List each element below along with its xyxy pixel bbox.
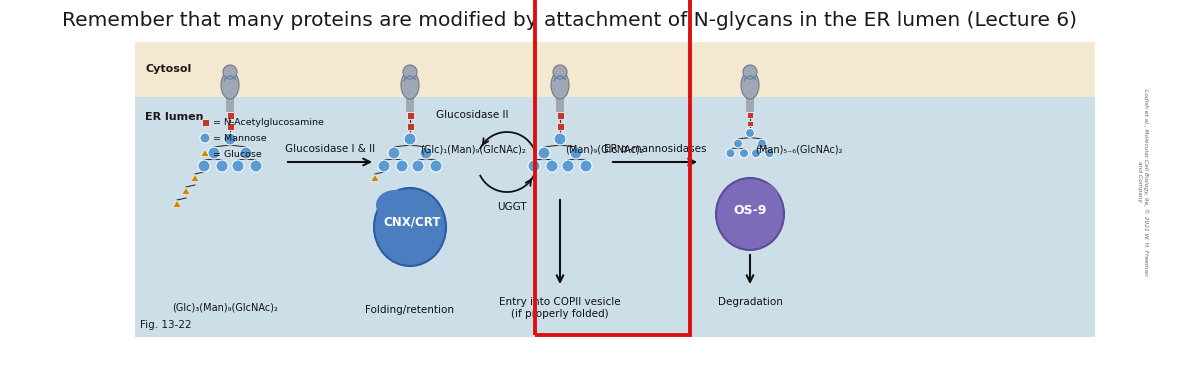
Text: Glucosidase II: Glucosidase II [436, 110, 508, 120]
Text: Glucosidase I & II: Glucosidase I & II [284, 144, 375, 154]
Circle shape [745, 129, 754, 138]
Circle shape [743, 65, 757, 79]
Circle shape [217, 160, 228, 172]
Bar [557, 111, 564, 118]
Circle shape [200, 133, 209, 143]
Text: Entry into COPII vesicle
(if properly folded): Entry into COPII vesicle (if properly fo… [499, 297, 621, 319]
Circle shape [546, 160, 558, 172]
Bar [536, 0, 690, 335]
Circle shape [528, 160, 540, 172]
Bar [226, 123, 233, 129]
Polygon shape [371, 174, 380, 181]
Circle shape [765, 149, 774, 158]
Text: = N-Acetylglucosamine: = N-Acetylglucosamine [213, 118, 324, 127]
Circle shape [223, 65, 237, 79]
Text: (Glc)₃(Man)₉(GlcNAc)₂: (Glc)₃(Man)₉(GlcNAc)₂ [173, 302, 278, 312]
Polygon shape [190, 174, 199, 181]
Circle shape [240, 147, 252, 159]
Text: ER lumen: ER lumen [145, 112, 203, 122]
Bar [226, 92, 234, 112]
Polygon shape [182, 187, 190, 194]
Bar [226, 111, 233, 118]
Circle shape [388, 147, 400, 159]
Circle shape [396, 160, 408, 172]
Bar [406, 92, 414, 112]
Text: OS-9: OS-9 [733, 203, 766, 216]
Text: Cytosol: Cytosol [145, 64, 192, 74]
Ellipse shape [716, 178, 784, 250]
Bar [746, 92, 754, 112]
Circle shape [555, 133, 566, 145]
Ellipse shape [376, 190, 414, 220]
Circle shape [553, 65, 566, 79]
Ellipse shape [551, 71, 569, 99]
Circle shape [250, 160, 262, 172]
Ellipse shape [741, 71, 759, 99]
Text: ER α-mannosidases: ER α-mannosidases [603, 144, 706, 154]
Bar [201, 118, 208, 125]
Text: = Mannose: = Mannose [213, 134, 267, 143]
Circle shape [403, 133, 416, 145]
Text: UGGT: UGGT [497, 202, 527, 212]
Circle shape [570, 147, 582, 159]
Circle shape [739, 149, 749, 158]
Text: = Glucose: = Glucose [213, 149, 262, 158]
Bar [747, 121, 752, 126]
Ellipse shape [401, 71, 419, 99]
Bar [407, 111, 413, 118]
Bar [747, 113, 752, 118]
Circle shape [378, 160, 390, 172]
Bar [134, 42, 1095, 337]
Text: Degradation: Degradation [718, 297, 783, 307]
Text: Remember that many proteins are modified by attachment of N-glycans in the ER lu: Remember that many proteins are modified… [63, 11, 1077, 29]
Text: Lodish et al., Molecular Cell Biology, 9e, © 2021 W. H. Freeman
and Company: Lodish et al., Molecular Cell Biology, 9… [1138, 89, 1148, 276]
Circle shape [733, 139, 743, 148]
Circle shape [232, 160, 244, 172]
Circle shape [198, 160, 209, 172]
Ellipse shape [221, 71, 239, 99]
Polygon shape [201, 149, 209, 156]
Bar [134, 42, 1095, 97]
Circle shape [538, 147, 550, 159]
Circle shape [726, 149, 735, 158]
Bar [407, 123, 413, 129]
Text: Fig. 13-22: Fig. 13-22 [140, 320, 192, 330]
Circle shape [224, 133, 236, 145]
Circle shape [758, 139, 766, 148]
Circle shape [580, 160, 591, 172]
Bar [557, 123, 564, 129]
Ellipse shape [746, 183, 778, 209]
Circle shape [752, 149, 760, 158]
Circle shape [403, 65, 416, 79]
Text: (Glc)₁(Man)₉(GlcNAc)₂: (Glc)₁(Man)₉(GlcNAc)₂ [420, 144, 526, 154]
Circle shape [412, 160, 424, 172]
Text: CNX/CRT: CNX/CRT [383, 216, 440, 229]
Circle shape [208, 147, 220, 159]
Circle shape [420, 147, 432, 159]
Text: (Man)₅₋₆(GlcNAc)₂: (Man)₅₋₆(GlcNAc)₂ [754, 144, 843, 154]
Circle shape [430, 160, 441, 172]
Text: Folding/retention: Folding/retention [365, 305, 455, 315]
Bar [556, 92, 564, 112]
Circle shape [562, 160, 574, 172]
Polygon shape [173, 200, 181, 207]
Text: (Man)₉(GlcNAc)₂: (Man)₉(GlcNAc)₂ [565, 144, 644, 154]
Ellipse shape [374, 188, 446, 266]
